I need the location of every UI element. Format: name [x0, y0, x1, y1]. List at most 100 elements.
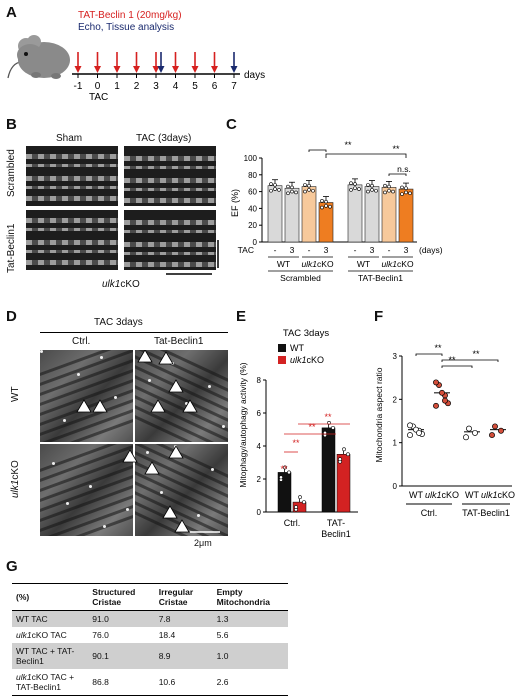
em-speck	[148, 379, 151, 382]
f-x-label: ulk1cKO	[425, 490, 459, 500]
c-datapoint	[387, 188, 391, 193]
c-datapoint	[294, 190, 298, 195]
em-ko-ctrl	[40, 444, 133, 536]
e-datapoint	[342, 447, 346, 452]
red-arrow-head	[113, 66, 121, 73]
c-tac-value: 3	[404, 245, 409, 255]
f-datapoint	[463, 434, 469, 441]
em-speck	[126, 508, 129, 511]
d-col-tat: Tat-Beclin1	[154, 336, 204, 347]
echo-band	[124, 262, 216, 267]
f-datapoint	[442, 397, 448, 404]
e-datapoint	[298, 495, 302, 500]
arrowhead	[92, 399, 108, 413]
c-datapoint	[290, 189, 294, 194]
c-datapoint	[349, 188, 353, 192]
timeline-tick-label: -1	[74, 81, 83, 92]
c-datapoint	[328, 204, 332, 209]
c-datapoint	[366, 189, 370, 194]
arrowhead	[137, 350, 153, 363]
c-tac-value: -	[274, 245, 277, 255]
echo-band	[124, 242, 216, 247]
echo-band	[124, 220, 216, 225]
em-speck	[100, 356, 103, 359]
c-bracket	[308, 149, 327, 152]
f-group-ctrl: Ctrl.	[421, 508, 438, 518]
em-speck	[222, 425, 225, 428]
f-datapoint	[416, 429, 422, 436]
e-ytick-label: 4	[257, 442, 262, 451]
c-bracket	[325, 153, 407, 158]
echo-band	[26, 154, 118, 159]
c-datapoint	[349, 181, 353, 186]
em-wt-ctrl	[40, 350, 133, 442]
e-title: TAC 3days	[283, 328, 330, 339]
timeline-tick-label: 5	[192, 81, 198, 92]
c-days-label: (days)	[419, 245, 443, 255]
echo-band	[124, 166, 216, 169]
c-bracket	[388, 173, 407, 176]
blue-arrow-head	[230, 66, 238, 73]
f-bracket	[441, 365, 473, 368]
cell: 2.6	[212, 669, 288, 696]
c-group-label: Scrambled	[280, 273, 321, 283]
e-x-ctrl: Ctrl.	[284, 518, 301, 528]
c-sig1: **	[344, 140, 352, 150]
em-speck	[77, 373, 80, 376]
red-arrow-head	[211, 66, 218, 73]
e-datapoint	[338, 457, 342, 462]
red-arrow-head	[191, 66, 199, 73]
f-datapoint	[498, 427, 504, 434]
cell: 1.0	[212, 643, 288, 669]
f-sig-1: **	[434, 343, 442, 353]
echo-sham-scrambled	[26, 146, 118, 206]
c-datapoint	[324, 199, 328, 204]
arrowhead	[168, 379, 184, 393]
e-x-tat2: Beclin1	[321, 529, 351, 539]
c-ytick-label: 40	[248, 204, 257, 213]
d-row-wt: WT	[10, 386, 21, 402]
e-x-tat1: TAT-	[327, 518, 345, 528]
red-arrow-head	[152, 66, 160, 73]
c-datapoint	[311, 188, 315, 193]
e-legend-ko: ulk1cKO	[290, 355, 324, 365]
echo-band	[26, 186, 118, 189]
d-header-line	[40, 332, 228, 333]
f-ytick-label: 0	[393, 482, 398, 491]
em-speck	[52, 462, 55, 465]
c-datapoint	[303, 183, 307, 187]
cell: 76.0	[92, 630, 109, 640]
f-bracket	[441, 359, 499, 362]
c-bar	[381, 187, 397, 243]
f-datapoint	[407, 432, 413, 439]
c-genotype: ulk1cKO	[381, 259, 414, 269]
cell: 8.9	[154, 643, 213, 669]
em-speck	[66, 502, 69, 505]
panel-c-chart: EF (%) 100 80 60 40 20 0 ** ** n.s. - 3 - 3 - 3 - 3 T…	[230, 140, 443, 283]
arrowhead	[162, 505, 178, 519]
timeline-tick-label: 3	[153, 81, 159, 92]
days-label: days	[244, 70, 265, 81]
c-ytick-label: 60	[248, 188, 257, 197]
c-datapoint	[404, 186, 408, 191]
table-header: Structured Cristae	[88, 583, 155, 611]
row-label: WT TAC	[12, 610, 89, 627]
legend-red-text: TAT-Beclin 1 (20mg/kg)	[78, 10, 182, 21]
c-datapoint	[307, 188, 311, 192]
e-legend-wt-swatch	[278, 344, 286, 352]
mouse-icon	[7, 35, 70, 79]
c-ytick-label: 20	[248, 221, 257, 230]
e-datapoint	[331, 425, 335, 430]
f-datapoint	[407, 422, 413, 429]
d-row-ko: ulk1cKO	[10, 460, 21, 498]
row-label: ulk1cKO TAC + TAT-Beclin1	[12, 669, 89, 696]
e-sig-1: **	[292, 438, 300, 448]
echo-band	[26, 164, 118, 167]
c-tac-value: -	[354, 245, 357, 255]
f-ytick-label: 1	[393, 439, 398, 448]
echo-band	[26, 218, 118, 223]
c-genotype: WT	[357, 259, 370, 269]
col-sham: Sham	[56, 133, 83, 144]
e-legend-ko-swatch	[278, 356, 286, 364]
